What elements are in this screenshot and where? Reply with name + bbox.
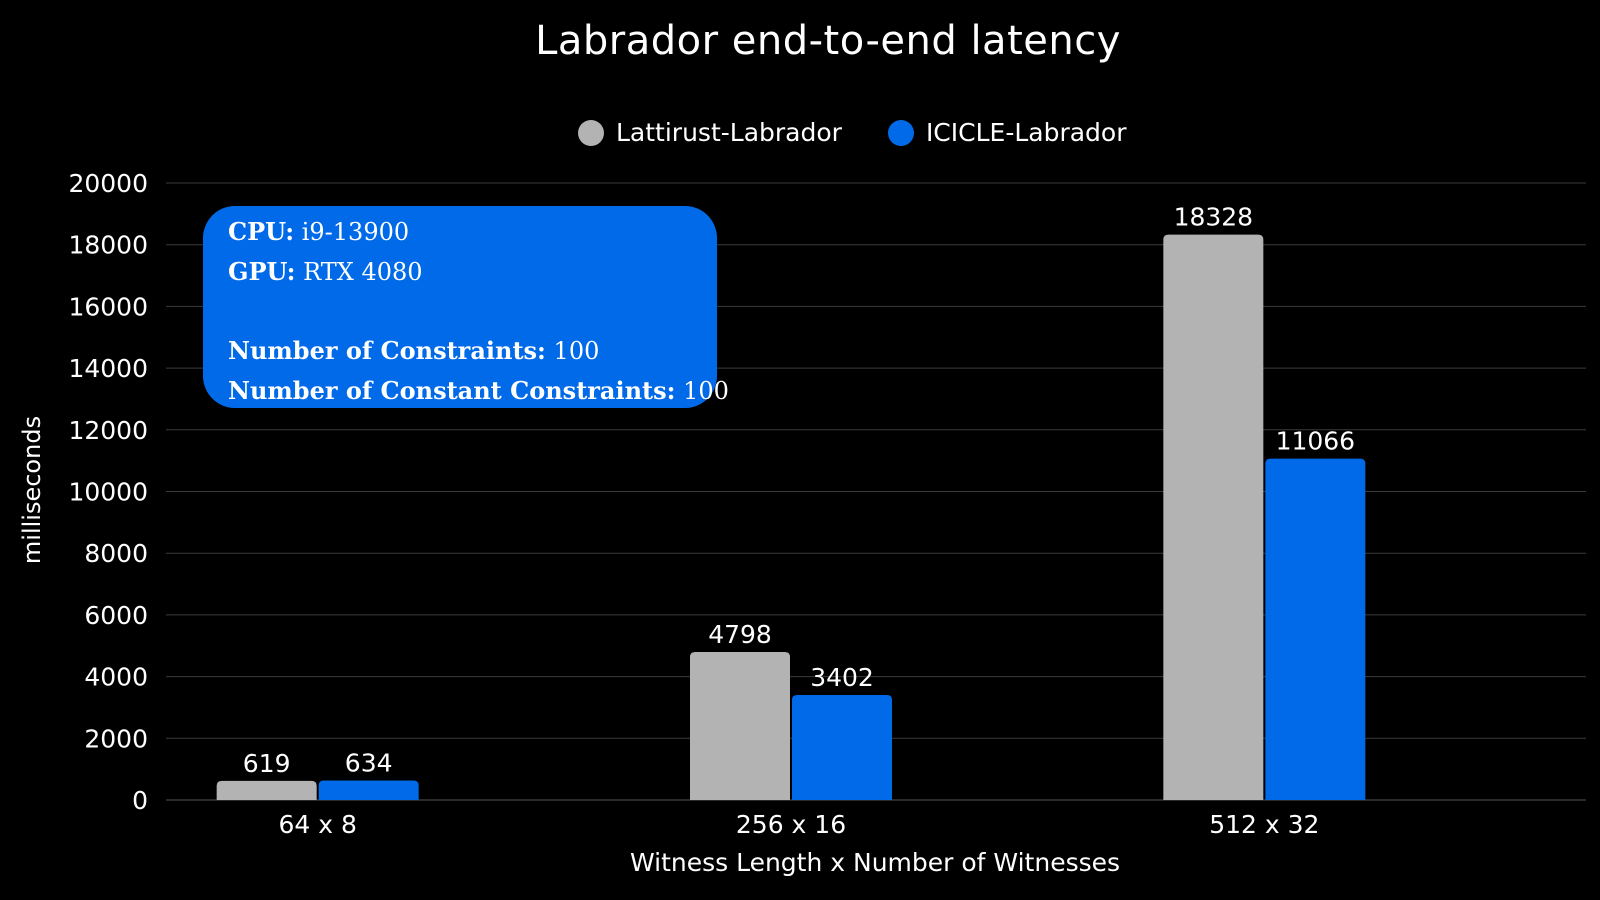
legend-item-icicle: ICICLE-Labrador — [887, 118, 1127, 147]
legend-swatch-lattirust — [578, 119, 604, 146]
bar — [1163, 234, 1264, 801]
y-tick-label: 10000 — [68, 478, 148, 507]
info-constraints-value: 100 — [553, 337, 600, 365]
y-tick-label: 2000 — [84, 724, 148, 753]
info-constant-constraints: Number of Constant Constraints: 100 — [228, 371, 729, 411]
bar — [690, 651, 790, 800]
chart-legend: Lattirust-Labrador ICICLE-Labrador — [578, 118, 1127, 147]
y-tick-label: 12000 — [68, 416, 148, 445]
info-cpu-label: CPU: — [228, 217, 295, 246]
x-tick-label: 512 x 32 — [1209, 810, 1319, 839]
y-tick-label: 8000 — [84, 539, 148, 568]
data-label: 619 — [243, 749, 291, 778]
bar — [1265, 458, 1366, 800]
y-tick-label: 14000 — [68, 354, 148, 383]
x-tick-label: 64 x 8 — [278, 810, 356, 839]
legend-label-lattirust: Lattirust-Labrador — [616, 118, 842, 147]
info-gpu: GPU: RTX 4080 — [228, 252, 717, 292]
info-gpu-value: RTX 4080 — [303, 258, 423, 286]
info-cpu-value: i9-13900 — [301, 218, 410, 246]
info-constraints: Number of Constraints: 100 — [228, 331, 717, 371]
chart-title: Labrador end-to-end latency — [535, 18, 1121, 64]
data-label: 3402 — [810, 663, 874, 692]
x-axis-label: Witness Length x Number of Witnesses — [629, 848, 1121, 877]
bar — [792, 695, 892, 800]
legend-label-icicle: ICICLE-Labrador — [925, 118, 1127, 147]
y-tick-label: 0 — [132, 786, 148, 815]
info-gpu-label: GPU: — [228, 257, 296, 286]
bar — [216, 780, 317, 800]
y-tick-label: 18000 — [68, 231, 148, 260]
y-tick-label: 6000 — [84, 601, 148, 630]
bar — [318, 780, 419, 800]
info-constraints-label: Number of Constraints: — [228, 336, 546, 365]
data-label: 11066 — [1276, 427, 1356, 456]
legend-swatch-icicle — [887, 119, 914, 146]
x-tick-label: 256 x 16 — [736, 810, 846, 839]
data-label: 634 — [345, 748, 393, 777]
info-constant-constraints-label: Number of Constant Constraints: — [228, 376, 676, 405]
y-tick-label: 4000 — [84, 663, 148, 692]
hardware-info-box: CPU: i9-13900 GPU: RTX 4080 Number of Co… — [203, 206, 729, 411]
info-spacer — [228, 292, 717, 331]
data-label: 4798 — [708, 620, 772, 649]
y-tick-label: 16000 — [68, 292, 148, 321]
legend-item-lattirust: Lattirust-Labrador — [578, 118, 842, 147]
y-tick-label: 20000 — [68, 169, 148, 198]
info-constant-constraints-value: 100 — [683, 377, 729, 405]
data-label: 18328 — [1174, 203, 1254, 232]
info-cpu: CPU: i9-13900 — [228, 212, 717, 252]
